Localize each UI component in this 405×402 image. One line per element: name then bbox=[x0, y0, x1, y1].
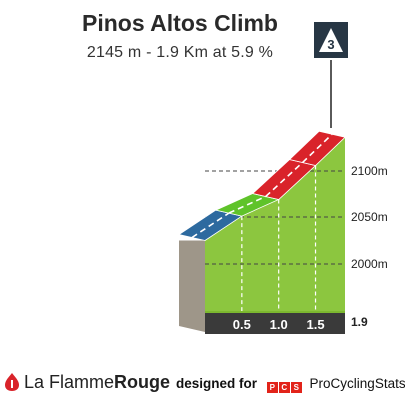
brand-left-bold: Rouge bbox=[114, 372, 171, 392]
distance-band bbox=[205, 312, 345, 334]
y-tick-label: 2000m bbox=[351, 257, 388, 271]
ribbon-centerline bbox=[301, 133, 333, 164]
brand-right: ProCyclingStats bbox=[309, 376, 405, 391]
category-badge-number: 3 bbox=[327, 37, 334, 52]
laflammerouge-logo: La FlammeRouge bbox=[4, 372, 170, 393]
page-title: Pinos Altos Climb bbox=[82, 10, 278, 36]
designed-for-label: designed for bbox=[176, 376, 258, 391]
distance-tick-label: 0.5 bbox=[233, 317, 251, 332]
flame-icon bbox=[5, 373, 19, 391]
distance-tick-label: 1.0 bbox=[270, 317, 288, 332]
profile-left-face bbox=[179, 240, 205, 332]
pcs-logo-letter: S bbox=[290, 382, 302, 393]
elevation-profile-chart: 3 2000m2050m2100m5.23.67.47.80.51.01.51.… bbox=[178, 22, 388, 334]
ribbon-centerline bbox=[191, 212, 230, 239]
climb-subtitle: 2145 m - 1.9 Km at 5.9 % bbox=[86, 44, 274, 61]
pcs-logo-letter: C bbox=[278, 382, 290, 393]
category-badge: 3 bbox=[314, 22, 348, 58]
brand-left-plain: La Flamme bbox=[24, 372, 115, 392]
distance-tick-label: 1.9 bbox=[351, 315, 368, 329]
y-tick-label: 2050m bbox=[351, 210, 388, 224]
y-tick-label: 2100m bbox=[351, 164, 388, 178]
distance-tick-label: 1.5 bbox=[306, 317, 324, 332]
ribbon-centerline bbox=[228, 195, 267, 214]
ribbon-centerline bbox=[265, 161, 304, 198]
pcs-logo-letter: P bbox=[266, 382, 278, 393]
profile-front-face bbox=[205, 137, 345, 312]
profile-layer: 2000m2050m2100m5.23.67.47.80.51.01.51.9 bbox=[178, 130, 388, 334]
category-badge-triangle bbox=[319, 28, 343, 52]
